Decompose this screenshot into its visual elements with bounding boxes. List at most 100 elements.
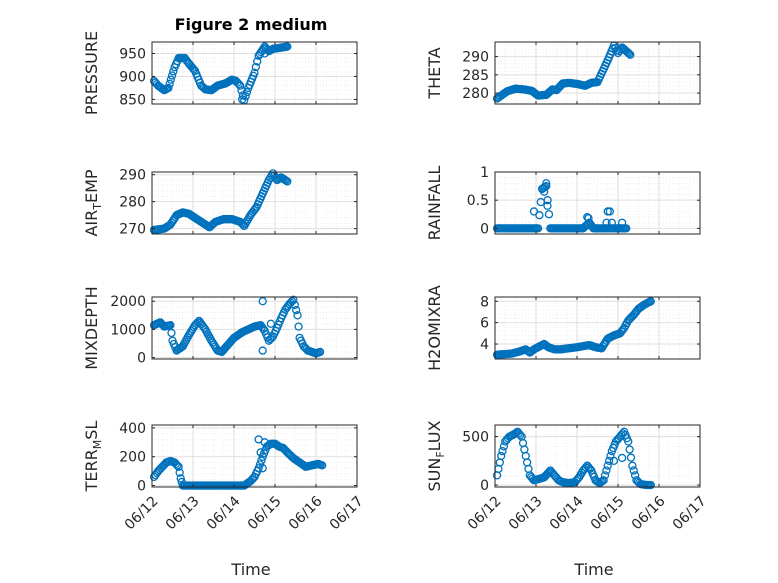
y-tick-label: 290: [462, 50, 489, 66]
data-point: [189, 65, 198, 74]
subplot-2: 280 285 290 THETA: [425, 41, 701, 105]
data-point: [165, 79, 174, 88]
data-point: [242, 87, 252, 97]
data-point: [624, 437, 633, 446]
data-point: [164, 83, 173, 93]
subplot-1: 850 900 950 PRESSURE: [82, 31, 358, 115]
data-point: [626, 50, 635, 59]
data-point: [583, 212, 592, 222]
data-point: [529, 207, 539, 216]
data-point: [258, 346, 267, 355]
y-tick-label: 8: [480, 294, 489, 310]
data-point: [254, 464, 263, 473]
data-point: [617, 218, 627, 227]
data-point: [315, 347, 325, 357]
data-point: [622, 224, 631, 233]
figure-title: Figure 2 medium: [175, 15, 328, 34]
data-point: [237, 86, 246, 95]
data-point: [253, 57, 262, 66]
data-point: [258, 464, 267, 473]
y-label-suffix: SL: [82, 421, 101, 440]
data-point: [524, 347, 533, 356]
y-label-main: PRESSURE: [82, 31, 101, 115]
axes-box: [151, 296, 358, 360]
data-point: [628, 461, 637, 470]
y-tick-label: 850: [119, 92, 146, 108]
y-tick-label: 0: [480, 478, 489, 494]
data-point: [544, 210, 554, 219]
data-point: [257, 456, 266, 465]
data-point: [175, 468, 184, 477]
y-tick-label: 1: [480, 165, 489, 181]
axes-box: [151, 41, 358, 105]
data-point: [235, 81, 245, 90]
y-tick-label: 6: [480, 316, 489, 332]
data-point: [604, 456, 614, 465]
data-point: [176, 474, 185, 483]
data-point: [166, 321, 175, 330]
axes-box: [494, 424, 701, 488]
data-point: [542, 179, 551, 188]
data-point: [293, 311, 302, 320]
data-point: [290, 300, 299, 310]
data-point: [646, 297, 655, 306]
y-label-suffix: EMP: [82, 169, 101, 203]
data-point: [167, 328, 176, 338]
data-point: [594, 478, 603, 487]
data-point: [289, 295, 298, 304]
y-tick-label: 4: [480, 337, 489, 353]
data-point: [535, 211, 544, 220]
data-point: [174, 462, 183, 471]
subplot-3: 270 280 290 AIRTEMP: [82, 168, 358, 238]
data-point: [166, 75, 176, 84]
subplot-grid: 850 900 950 PRESSURE 280 285 290 THETA 270 280 290…: [82, 31, 710, 533]
x-axis-label-right: Time: [573, 560, 613, 579]
y-axis-label: THETA: [425, 47, 444, 99]
y-tick-label: 2000: [110, 294, 146, 310]
data-point: [496, 451, 506, 461]
data-point: [238, 95, 247, 104]
y-tick-label: 290: [119, 168, 146, 184]
y-tick-label: 400: [119, 421, 146, 437]
y-axis-label: RAINFALL: [425, 166, 444, 241]
y-label-subscript: F: [434, 451, 447, 457]
subplot-4: 0 0.5 1 RAINFALL: [425, 165, 701, 241]
data-point: [251, 62, 261, 72]
data-point: [602, 218, 611, 227]
y-label-main: AIR: [82, 210, 101, 237]
data-point: [256, 448, 265, 457]
data-point: [543, 196, 552, 205]
data-point: [173, 461, 182, 470]
subplot-5: 0 1000 2000 MIXDEPTH: [82, 286, 358, 370]
axes-box: [151, 171, 358, 235]
axes-box: [494, 41, 701, 105]
y-label-main: RAINFALL: [425, 166, 444, 241]
data-point: [294, 322, 303, 331]
axes-box: [494, 171, 701, 235]
data-point: [609, 456, 619, 465]
y-tick-label: 270: [119, 222, 146, 238]
data-point: [317, 461, 327, 470]
y-axis-label: PRESSURE: [82, 31, 101, 115]
y-label-main: SUN: [425, 458, 444, 492]
data-point: [602, 466, 611, 475]
data-point: [623, 48, 633, 57]
data-point: [258, 297, 267, 306]
data-point: [540, 187, 549, 196]
y-label-suffix: LUX: [425, 420, 444, 451]
y-label-main: MIXDEPTH: [82, 286, 101, 369]
data-point: [516, 430, 525, 440]
y-axis-label: H2OMIXRA: [425, 285, 444, 371]
data-point: [600, 471, 610, 480]
y-label-main: THETA: [425, 47, 444, 99]
data-point: [250, 68, 259, 77]
data-point: [605, 207, 614, 216]
data-point: [267, 333, 276, 343]
y-axis-label: AIRTEMP: [82, 169, 104, 236]
y-tick-label: 950: [119, 46, 146, 62]
y-tick-label: 0: [480, 221, 489, 237]
data-point: [543, 201, 552, 210]
data-point: [283, 42, 292, 51]
y-label-main: H2OMIXRA: [425, 285, 444, 371]
data-point: [533, 224, 543, 233]
